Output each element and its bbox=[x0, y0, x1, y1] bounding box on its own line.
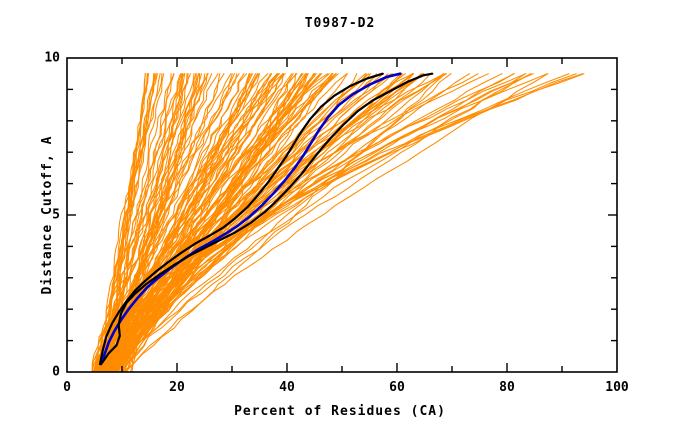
ensemble-curve bbox=[125, 73, 549, 372]
ensemble-curve bbox=[91, 73, 238, 372]
y-tick-label: 10 bbox=[44, 50, 60, 66]
ensemble-curve bbox=[100, 73, 279, 372]
ensemble-curve bbox=[112, 73, 570, 372]
ensemble-curve bbox=[126, 73, 585, 372]
ensemble-curve bbox=[112, 73, 280, 372]
y-tick-label: 0 bbox=[52, 364, 60, 380]
ensemble-curve bbox=[95, 73, 158, 372]
ensemble-curve bbox=[94, 73, 155, 372]
ensemble-curve bbox=[113, 73, 337, 372]
ensemble-curve bbox=[114, 73, 197, 372]
ensemble-curve bbox=[99, 73, 235, 372]
x-tick-label: 80 bbox=[499, 380, 515, 395]
x-tick-label: 0 bbox=[63, 380, 71, 395]
ensemble-curve bbox=[102, 73, 452, 372]
page-title: T0987-D2 bbox=[304, 16, 376, 31]
x-tick-label: 40 bbox=[279, 380, 295, 395]
ensemble-curve bbox=[99, 73, 158, 372]
ensemble-curve bbox=[121, 73, 447, 372]
ensemble-curve bbox=[125, 73, 532, 372]
ensemble-curve bbox=[105, 73, 424, 372]
ensemble-curves bbox=[91, 73, 585, 372]
x-axis-label: Percent of Residues (CA) bbox=[234, 404, 446, 419]
series-reference-blue bbox=[99, 72, 402, 366]
x-tick-label: 60 bbox=[389, 380, 405, 395]
y-tick-label: 5 bbox=[52, 207, 60, 223]
ensemble-curve bbox=[117, 73, 432, 372]
ensemble-curve bbox=[104, 73, 191, 372]
ensemble-curve bbox=[114, 73, 303, 372]
ensemble-curve bbox=[109, 73, 284, 372]
ensemble-curve bbox=[104, 73, 515, 372]
x-tick-label: 20 bbox=[169, 380, 185, 395]
series-highlight-black-right bbox=[101, 72, 434, 364]
highlighted-curves bbox=[98, 72, 434, 366]
series-highlight-black-left bbox=[98, 72, 384, 366]
ensemble-curve bbox=[119, 73, 532, 372]
ensemble-curve bbox=[122, 73, 333, 372]
ensemble-curve bbox=[105, 73, 175, 372]
x-tick-label: 100 bbox=[605, 380, 629, 395]
plot-axes bbox=[66, 57, 618, 373]
